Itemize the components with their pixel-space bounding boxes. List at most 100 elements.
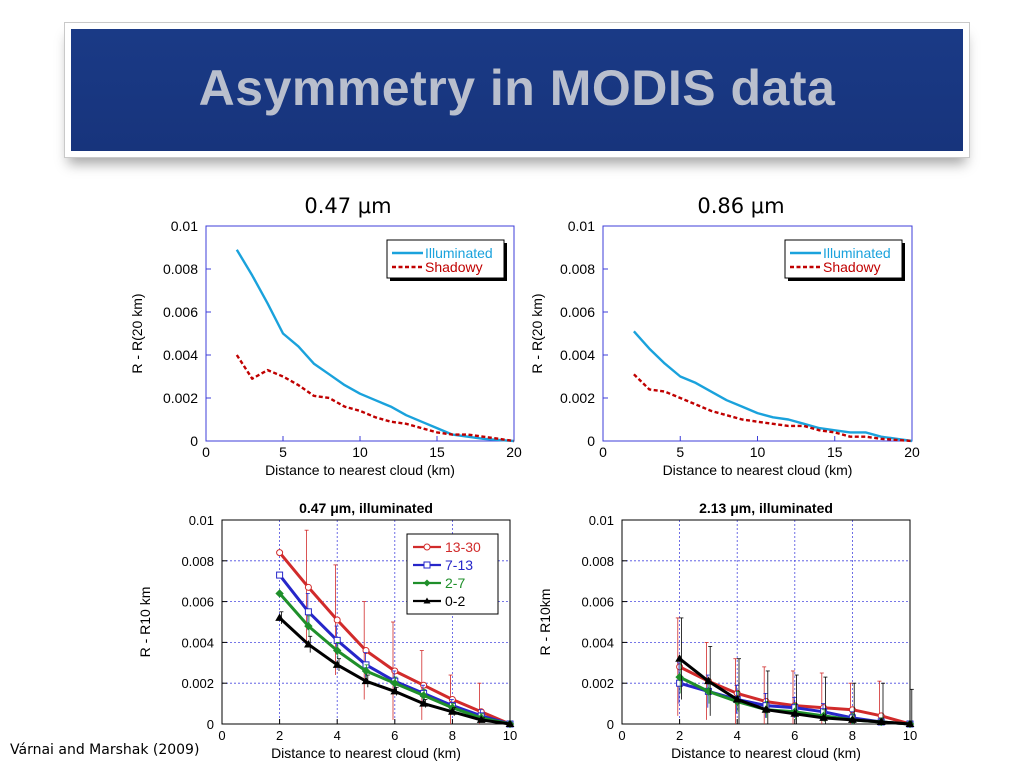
x-tick-label: 8 (849, 728, 856, 743)
y-tick-label: 0.006 (560, 304, 595, 320)
y-tick-label: 0.006 (163, 304, 198, 320)
data-point (390, 686, 400, 695)
y-tick-label: 0.01 (589, 513, 614, 528)
x-tick-label: 4 (734, 728, 741, 743)
data-point (276, 571, 284, 579)
data-point (732, 695, 742, 703)
data-point (819, 713, 828, 721)
x-tick-label: 10 (352, 444, 368, 460)
data-point (275, 613, 284, 621)
data-point (361, 676, 371, 685)
data-point (876, 717, 886, 725)
data-point (704, 676, 713, 685)
x-tick-label: 5 (279, 444, 287, 460)
x-axis-label: Distance to nearest cloud (km) (663, 462, 853, 478)
title-banner-background: Asymmetry in MODIS data (71, 29, 963, 151)
y-tick-label: 0 (190, 433, 198, 449)
y-tick-label: 0.01 (189, 513, 214, 528)
x-tick-label: 2 (276, 728, 283, 743)
data-point (390, 678, 400, 688)
x-axis-label: Distance to nearest cloud (km) (271, 745, 461, 761)
y-tick-label: 0.002 (581, 676, 614, 691)
y-tick-label: 0 (587, 433, 595, 449)
data-point (275, 589, 284, 598)
x-tick-label: 0 (218, 728, 225, 743)
legend-label: Shadowy (425, 259, 483, 275)
chart-086-illuminated-shadowy: 0 5 10 15 20 0 0.002 0.004 0.006 0.008 0.01 Distanc… (529, 218, 920, 478)
y-tick-label: 0.004 (163, 347, 198, 363)
series-line-illuminated (235, 249, 515, 443)
y-tick-label: 0.01 (171, 218, 198, 234)
slide-title: Asymmetry in MODIS data (198, 60, 836, 116)
chart-047-by-cloud-size: 0.47 μm, illuminated 0 2 4 6 8 10 0 0.002 0.004 0.… (137, 500, 517, 761)
data-point (333, 616, 341, 624)
legend-box (784, 239, 903, 279)
legend-label: Illuminated (425, 245, 493, 261)
data-point (905, 719, 915, 727)
x-tick-label: 6 (391, 728, 398, 743)
legend-label: 7-13 (445, 557, 473, 573)
chart-213-by-cloud-size: 2.13 μm, illuminated 0 2 4 6 8 10 0 0.002 0.004 0.… (537, 500, 917, 761)
chart-title: 0.47 μm, illuminated (299, 500, 433, 516)
x-tick-label: 10 (903, 728, 917, 743)
x-tick-label: 2 (676, 728, 683, 743)
x-tick-label: 15 (429, 444, 445, 460)
data-point (675, 654, 684, 662)
chart-047-illuminated-shadowy: 0 5 10 15 20 0 0.002 0.004 0.006 0.008 0.01 Distanc… (129, 218, 522, 478)
legend-label: Illuminated (823, 245, 891, 261)
plot-frame (221, 519, 511, 725)
x-tick-label: 0 (599, 444, 607, 460)
x-tick-label: 0 (202, 444, 210, 460)
y-tick-label: 0.004 (181, 635, 214, 650)
y-tick-label: 0.006 (581, 595, 614, 610)
legend-marker (423, 579, 431, 587)
legend-label: 2-7 (445, 575, 465, 591)
legend-label: 13-30 (445, 539, 481, 555)
data-point (304, 608, 312, 616)
data-point (304, 621, 313, 631)
y-tick-label: 0.002 (163, 390, 198, 406)
x-tick-label: 20 (506, 444, 522, 460)
data-point (332, 660, 342, 668)
series-line-shadowy (633, 373, 913, 443)
data-point (419, 699, 428, 707)
plot-frame (621, 519, 911, 725)
y-axis-label: R - R10km (537, 589, 553, 656)
x-tick-label: 10 (750, 444, 766, 460)
y-axis-label: R - R(20 km) (129, 293, 145, 373)
y-tick-label: 0.004 (581, 635, 614, 650)
data-point (362, 647, 370, 655)
x-tick-label: 20 (904, 444, 920, 460)
y-tick-label: 0.008 (181, 554, 214, 569)
x-tick-label: 10 (503, 728, 517, 743)
data-point (848, 715, 857, 723)
y-tick-label: 0.002 (560, 390, 595, 406)
x-axis-label: Distance to nearest cloud (km) (671, 745, 861, 761)
legend-marker (423, 597, 431, 604)
y-axis-label: R - R(20 km) (529, 293, 545, 373)
y-tick-label: 0 (607, 717, 614, 732)
legend-label: 0-2 (445, 593, 465, 609)
y-tick-label: 0.008 (581, 554, 614, 569)
y-tick-label: 0.008 (560, 261, 595, 277)
x-axis-label: Distance to nearest cloud (km) (265, 462, 455, 478)
series-line-illuminated (633, 330, 913, 443)
data-point (304, 583, 312, 591)
x-tick-label: 5 (676, 444, 684, 460)
x-tick-label: 0 (618, 728, 625, 743)
data-point (476, 715, 486, 723)
data-point (332, 646, 342, 655)
y-tick-label: 0.002 (181, 676, 214, 691)
y-tick-label: 0.008 (163, 261, 198, 277)
title-banner: Asymmetry in MODIS data (64, 22, 970, 158)
data-point (304, 639, 313, 648)
panel-title-047: 0.47 μm (304, 194, 392, 218)
citation: Várnai and Marshak (2009) (10, 742, 200, 758)
legend-marker (423, 543, 431, 551)
panel-title-086: 0.86 μm (697, 194, 785, 218)
x-tick-label: 15 (827, 444, 843, 460)
data-point (761, 705, 771, 713)
legend-label: Shadowy (823, 259, 881, 275)
data-point (276, 549, 284, 557)
y-tick-label: 0.006 (181, 595, 214, 610)
